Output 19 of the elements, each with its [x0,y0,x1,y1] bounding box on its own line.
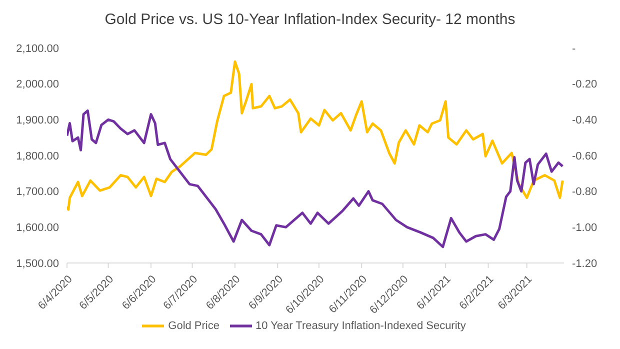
y-tick-label: 1,600.00 [16,222,59,234]
y2-tick-label: -1.20 [572,258,598,270]
y-tick-label: 1,800.00 [16,150,59,162]
y2-tick-label: -0.60 [572,150,598,162]
y-tick-label: 1,700.00 [16,186,59,198]
y-tick-label: 1,900.00 [16,114,59,127]
y2-tick-label: -1.00 [572,222,598,234]
y2-tick-label: -0.40 [572,114,598,127]
legend-label: 10 Year Treasury Inflation-Indexed Security [256,320,466,332]
y2-tick-label: - [572,42,576,55]
y2-tick-label: -0.80 [572,186,598,198]
y-tick-label: 1,500.00 [16,258,59,270]
y-tick-label: 2,000.00 [16,78,59,91]
chart-title: Gold Price vs. US 10-Year Inflation-Index Security- 12 months [104,10,516,30]
y2-tick-label: -0.20 [572,78,598,91]
line-series [67,60,564,211]
legend-label: Gold Price [168,320,220,332]
line-series [67,109,564,248]
y-tick-label: 2,100.00 [16,42,59,55]
